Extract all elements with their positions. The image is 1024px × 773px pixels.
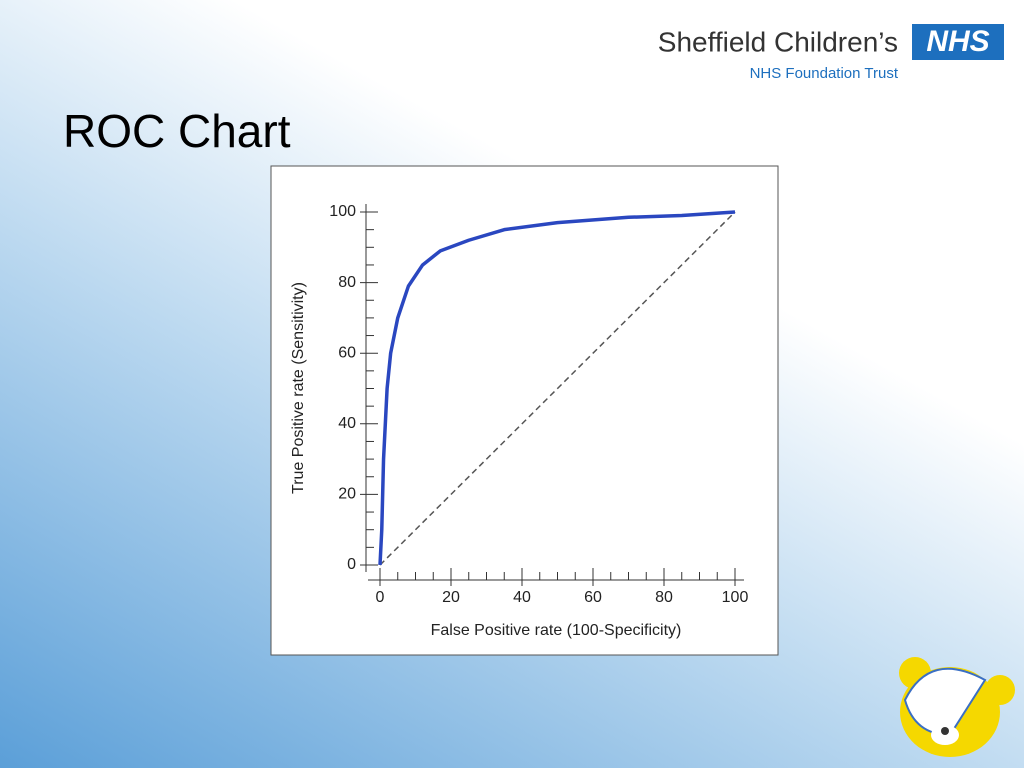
curve	[379, 211, 736, 566]
x-tick-label: 20	[442, 589, 460, 606]
slide-title: ROC Chart	[63, 105, 291, 157]
x-tick-label: 80	[655, 589, 673, 606]
bear-logo	[899, 657, 1015, 757]
x-tick-label: 60	[584, 589, 602, 606]
x-tick-label: 100	[722, 589, 749, 606]
logo-badge-box	[912, 24, 1004, 60]
y-tick-label: 40	[338, 415, 356, 432]
x-tick-label: 0	[376, 589, 385, 606]
y-tick-label: 0	[347, 556, 356, 573]
x-axis-label: False Positive rate (100-Specificity)	[431, 622, 682, 639]
y-tick-label: 20	[338, 486, 356, 503]
logo-badge: NHS	[926, 25, 989, 58]
y-tick-label: 100	[329, 203, 356, 220]
y-tick-label: 60	[338, 344, 356, 361]
y-axis-label: True Positive rate (Sensitivity)	[290, 282, 307, 494]
y-tick-label: 80	[338, 274, 356, 291]
logo-subtitle: NHS Foundation Trust	[750, 65, 899, 82]
x-tick-label: 40	[513, 589, 531, 606]
chart-panel	[270, 165, 779, 656]
curve	[378, 210, 736, 566]
logo-name: Sheffield Children’s	[658, 26, 898, 57]
